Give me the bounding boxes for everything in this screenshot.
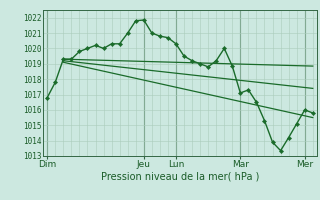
X-axis label: Pression niveau de la mer( hPa ): Pression niveau de la mer( hPa ) [101, 172, 259, 182]
